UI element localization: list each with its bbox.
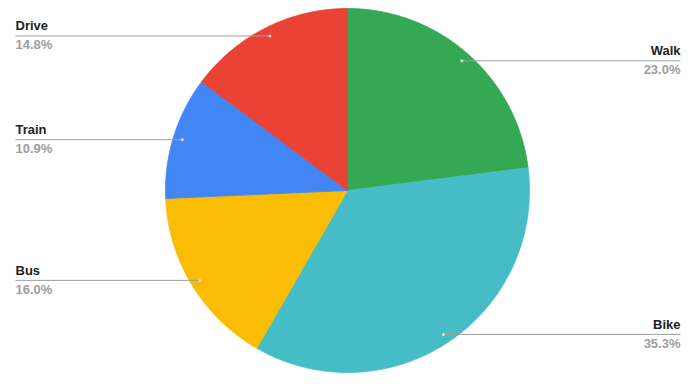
svg-text:10.9%: 10.9%	[16, 141, 53, 156]
svg-text:16.0%: 16.0%	[16, 282, 53, 297]
svg-text:Bike: Bike	[653, 317, 680, 332]
svg-text:Drive: Drive	[16, 18, 49, 33]
svg-text:Walk: Walk	[651, 43, 682, 58]
svg-text:Train: Train	[16, 122, 47, 137]
svg-text:35.3%: 35.3%	[644, 336, 681, 351]
svg-text:14.8%: 14.8%	[16, 37, 53, 52]
svg-text:23.0%: 23.0%	[644, 62, 681, 77]
svg-text:Bus: Bus	[16, 263, 41, 278]
